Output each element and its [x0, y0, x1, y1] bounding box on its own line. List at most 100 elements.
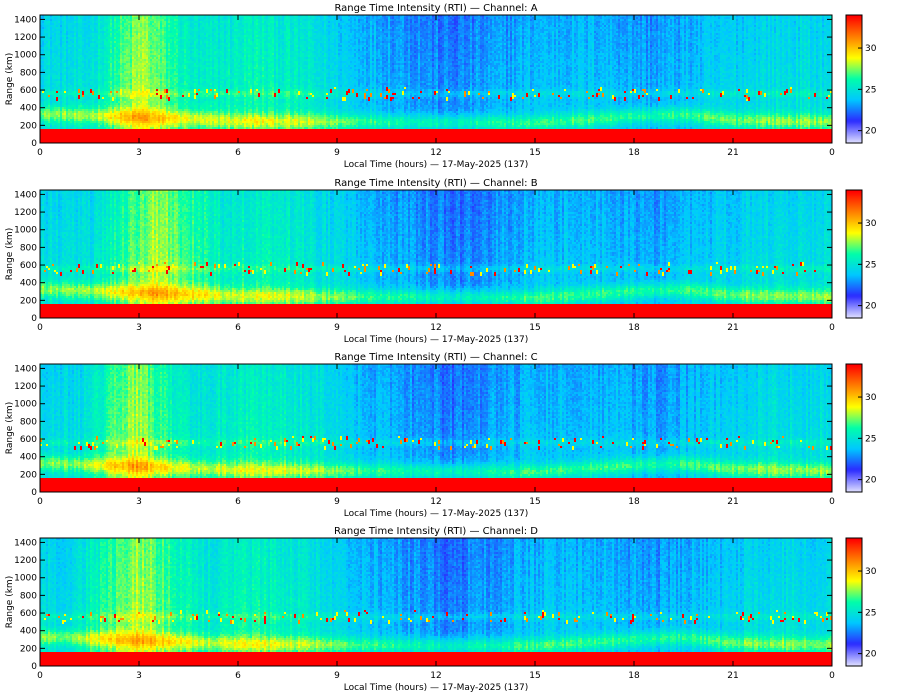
x-tick-label: 0 [829, 148, 835, 158]
y-tick-label: 600 [20, 261, 37, 271]
rti-panel: Range Time Intensity (RTI) — Channel: C 0… [5, 352, 877, 519]
rti-heatmap [40, 190, 832, 318]
colorbar-tick-label: 20 [865, 127, 877, 137]
x-tick-label: 0 [829, 323, 835, 333]
x-tick-label: 6 [235, 323, 241, 333]
x-tick-label: 15 [529, 497, 540, 507]
rti-heatmap [40, 15, 832, 143]
colorbar-tick-label: 30 [865, 44, 877, 54]
y-axis-label: Range (km) [5, 576, 15, 628]
colorbar-frame [845, 363, 863, 493]
rti-heatmap [40, 538, 832, 666]
y-tick-label: 800 [20, 591, 37, 601]
x-tick-label: 3 [136, 497, 142, 507]
x-tick-label: 12 [430, 323, 441, 333]
panel-title: Range Time Intensity (RTI) — Channel: D [334, 526, 538, 537]
colorbar-tick-label: 25 [865, 608, 876, 618]
x-tick-label: 6 [235, 148, 241, 158]
x-tick-label: 18 [628, 671, 640, 681]
x-tick-label: 21 [727, 671, 738, 681]
rti-heatmap [40, 364, 832, 492]
y-tick-label: 1000 [14, 574, 37, 584]
y-tick-label: 400 [20, 104, 37, 114]
x-tick-label: 18 [628, 323, 640, 333]
colorbar [846, 538, 862, 666]
x-tick-label: 12 [430, 671, 441, 681]
x-tick-label: 0 [37, 323, 43, 333]
y-tick-label: 1200 [14, 556, 37, 566]
x-tick-label: 21 [727, 323, 738, 333]
colorbar-frame [845, 537, 863, 667]
colorbar-tick-label: 30 [865, 393, 877, 403]
y-tick-label: 1400 [14, 364, 37, 374]
y-tick-label: 1000 [14, 400, 37, 410]
colorbar [846, 364, 862, 492]
y-tick-label: 800 [20, 417, 37, 427]
y-tick-label: 1200 [14, 382, 37, 392]
y-tick-label: 0 [31, 139, 37, 149]
y-tick-label: 1400 [14, 538, 37, 548]
x-tick-label: 21 [727, 148, 738, 158]
x-axis-label: Local Time (hours) — 17-May-2025 (137) [344, 160, 528, 170]
colorbar-tick-label: 25 [865, 85, 876, 95]
x-tick-label: 0 [37, 148, 43, 158]
x-tick-label: 6 [235, 671, 241, 681]
colorbar-tick-label: 30 [865, 219, 877, 229]
x-tick-label: 3 [136, 323, 142, 333]
x-tick-label: 0 [829, 671, 835, 681]
rti-panel: Range Time Intensity (RTI) — Channel: D 0… [5, 526, 877, 693]
y-tick-label: 1400 [14, 190, 37, 200]
y-axis-label: Range (km) [5, 53, 15, 105]
y-tick-label: 600 [20, 609, 37, 619]
x-tick-label: 12 [430, 497, 441, 507]
colorbar-tick-label: 25 [865, 260, 876, 270]
y-tick-label: 200 [20, 644, 37, 654]
x-tick-label: 0 [37, 671, 43, 681]
y-tick-label: 200 [20, 470, 37, 480]
x-tick-label: 12 [430, 148, 441, 158]
colorbar-tick-label: 20 [865, 302, 877, 312]
x-tick-label: 15 [529, 671, 540, 681]
y-tick-label: 1000 [14, 51, 37, 61]
y-tick-label: 0 [31, 662, 37, 672]
y-tick-label: 800 [20, 68, 37, 78]
y-tick-label: 600 [20, 86, 37, 96]
panel-title: Range Time Intensity (RTI) — Channel: A [334, 3, 537, 14]
x-tick-label: 3 [136, 148, 142, 158]
colorbar-tick-label: 20 [865, 650, 877, 660]
y-tick-label: 0 [31, 488, 37, 498]
x-tick-label: 9 [334, 148, 340, 158]
y-tick-label: 600 [20, 435, 37, 445]
x-axis-label: Local Time (hours) — 17-May-2025 (137) [344, 683, 528, 693]
x-tick-label: 0 [37, 497, 43, 507]
x-tick-label: 0 [829, 497, 835, 507]
x-axis-label: Local Time (hours) — 17-May-2025 (137) [344, 335, 528, 345]
colorbar [846, 190, 862, 318]
x-tick-label: 9 [334, 497, 340, 507]
y-tick-label: 1000 [14, 226, 37, 236]
rti-panel: Range Time Intensity (RTI) — Channel: A 0… [5, 3, 877, 170]
y-tick-label: 400 [20, 627, 37, 637]
rti-panel: Range Time Intensity (RTI) — Channel: B 0… [5, 178, 877, 345]
x-tick-label: 15 [529, 148, 540, 158]
y-tick-label: 200 [20, 121, 37, 131]
y-tick-label: 1400 [14, 15, 37, 25]
colorbar-tick-label: 25 [865, 434, 876, 444]
y-axis-label: Range (km) [5, 402, 15, 454]
x-tick-label: 9 [334, 671, 340, 681]
colorbar [846, 15, 862, 143]
panel-title: Range Time Intensity (RTI) — Channel: C [334, 352, 537, 363]
panel-title: Range Time Intensity (RTI) — Channel: B [334, 178, 537, 189]
y-axis-label: Range (km) [5, 228, 15, 280]
y-tick-label: 400 [20, 453, 37, 463]
colorbar-frame [845, 14, 863, 144]
y-tick-label: 1200 [14, 33, 37, 43]
y-tick-label: 400 [20, 279, 37, 289]
y-tick-label: 200 [20, 296, 37, 306]
x-tick-label: 3 [136, 671, 142, 681]
x-tick-label: 15 [529, 323, 540, 333]
colorbar-tick-label: 30 [865, 567, 877, 577]
x-tick-label: 18 [628, 497, 640, 507]
x-axis-label: Local Time (hours) — 17-May-2025 (137) [344, 509, 528, 519]
